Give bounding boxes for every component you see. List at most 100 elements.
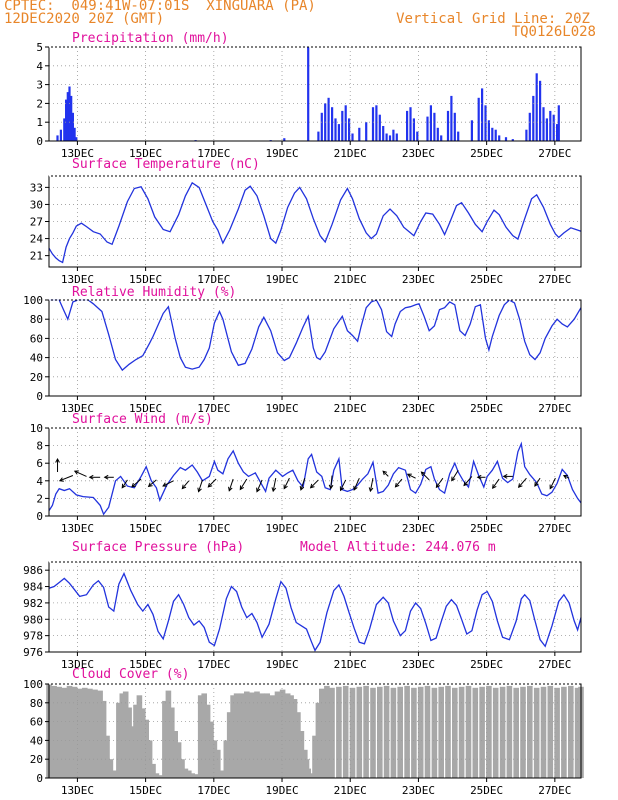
- wind-arrow: [517, 477, 527, 489]
- bar: [76, 688, 83, 778]
- x-tick-label: 19DEC: [265, 273, 298, 286]
- bar: [233, 693, 240, 778]
- wind-arrow: [299, 478, 306, 491]
- series-line: [48, 181, 582, 264]
- y-tick-label: 60: [30, 332, 43, 345]
- bar: [542, 107, 545, 141]
- bar: [259, 693, 265, 778]
- bar: [382, 126, 385, 141]
- y-tick-label: 5: [36, 41, 43, 54]
- bar: [472, 687, 479, 778]
- panel-3: 0 20 40 60 80 100 13DEC 15DEC 17DEC 19DEC 21DEC 23D…: [23, 285, 582, 415]
- bar: [540, 686, 547, 778]
- bar: [404, 685, 410, 778]
- x-tick-label: 25DEC: [470, 658, 503, 671]
- bar: [450, 95, 453, 141]
- x-tick-label: 15DEC: [129, 147, 162, 160]
- y-tick-label: 6: [36, 457, 43, 470]
- bar: [487, 120, 490, 141]
- panel-title: Surface Temperature (nC): [72, 157, 260, 172]
- y-tick-label: 30: [30, 198, 43, 211]
- wind-arrow: [368, 478, 374, 493]
- grid-note: Vertical Grid Line: 20Z: [396, 11, 590, 27]
- bar: [51, 685, 57, 778]
- bar: [494, 129, 497, 141]
- bar: [479, 686, 485, 778]
- y-tick-label: 982: [23, 597, 43, 610]
- x-tick-label: 19DEC: [265, 402, 298, 415]
- bar: [337, 124, 340, 141]
- bar: [305, 768, 311, 778]
- x-tick-label: 23DEC: [402, 658, 435, 671]
- bar: [317, 131, 320, 141]
- bar: [525, 129, 528, 141]
- bar: [133, 704, 139, 778]
- bar: [140, 708, 146, 778]
- x-tick-label: 23DEC: [402, 147, 435, 160]
- y-tick-label: 0: [36, 772, 43, 785]
- x-tick-label: 13DEC: [61, 273, 94, 286]
- y-tick-label: 0: [36, 390, 43, 403]
- y-tick-label: 80: [30, 313, 43, 326]
- bar: [274, 691, 281, 778]
- bar: [162, 700, 168, 778]
- bar: [238, 693, 245, 778]
- bar: [556, 124, 559, 141]
- series-line: [48, 441, 582, 516]
- bar: [201, 693, 207, 778]
- y-tick-label: 8: [36, 440, 43, 453]
- bar: [411, 687, 417, 778]
- x-tick-label: 13DEC: [61, 658, 94, 671]
- y-tick-label: 2: [36, 97, 43, 110]
- bar: [56, 686, 62, 778]
- bar: [392, 129, 395, 141]
- bar: [349, 687, 356, 778]
- x-tick-label: 15DEC: [129, 402, 162, 415]
- x-tick-label: 19DEC: [265, 658, 298, 671]
- bar: [552, 114, 555, 141]
- bar: [554, 687, 560, 778]
- panel-title: Surface Pressure (hPa): [72, 540, 244, 555]
- bar: [186, 770, 192, 778]
- bar: [491, 127, 494, 141]
- y-tick-label: 20: [30, 371, 43, 384]
- wind-arrow: [88, 474, 101, 480]
- bar: [172, 731, 178, 778]
- bar: [528, 112, 531, 141]
- bar: [182, 768, 189, 778]
- bar: [358, 127, 361, 141]
- bar: [119, 693, 126, 778]
- bar: [574, 687, 581, 778]
- bar: [341, 110, 344, 141]
- wind-arrow: [239, 478, 248, 491]
- y-tick-label: 986: [23, 564, 43, 577]
- y-tick-label: 976: [23, 646, 43, 659]
- x-tick-label: 27DEC: [538, 522, 571, 535]
- bar: [197, 695, 204, 778]
- bar: [378, 114, 381, 141]
- bar: [107, 759, 114, 778]
- bar: [561, 686, 567, 778]
- bar: [498, 135, 501, 141]
- bar: [230, 695, 236, 778]
- wind-arrow: [492, 478, 500, 489]
- x-tick-label: 25DEC: [470, 784, 503, 797]
- bar: [412, 118, 415, 141]
- bar: [66, 92, 69, 141]
- wind-arrow: [435, 477, 444, 489]
- wind-arrow: [339, 479, 347, 492]
- bar: [324, 685, 330, 778]
- bar: [481, 88, 484, 141]
- bar: [218, 770, 224, 778]
- x-tick-label: 23DEC: [402, 273, 435, 286]
- bar: [431, 687, 438, 778]
- bar: [288, 695, 294, 778]
- bar: [375, 105, 378, 141]
- bar: [342, 685, 349, 778]
- x-tick-label: 17DEC: [197, 273, 230, 286]
- bar: [100, 700, 107, 778]
- bar: [351, 133, 354, 141]
- wind-arrow: [502, 474, 513, 479]
- bar: [189, 773, 195, 778]
- wind-arrow: [147, 479, 157, 488]
